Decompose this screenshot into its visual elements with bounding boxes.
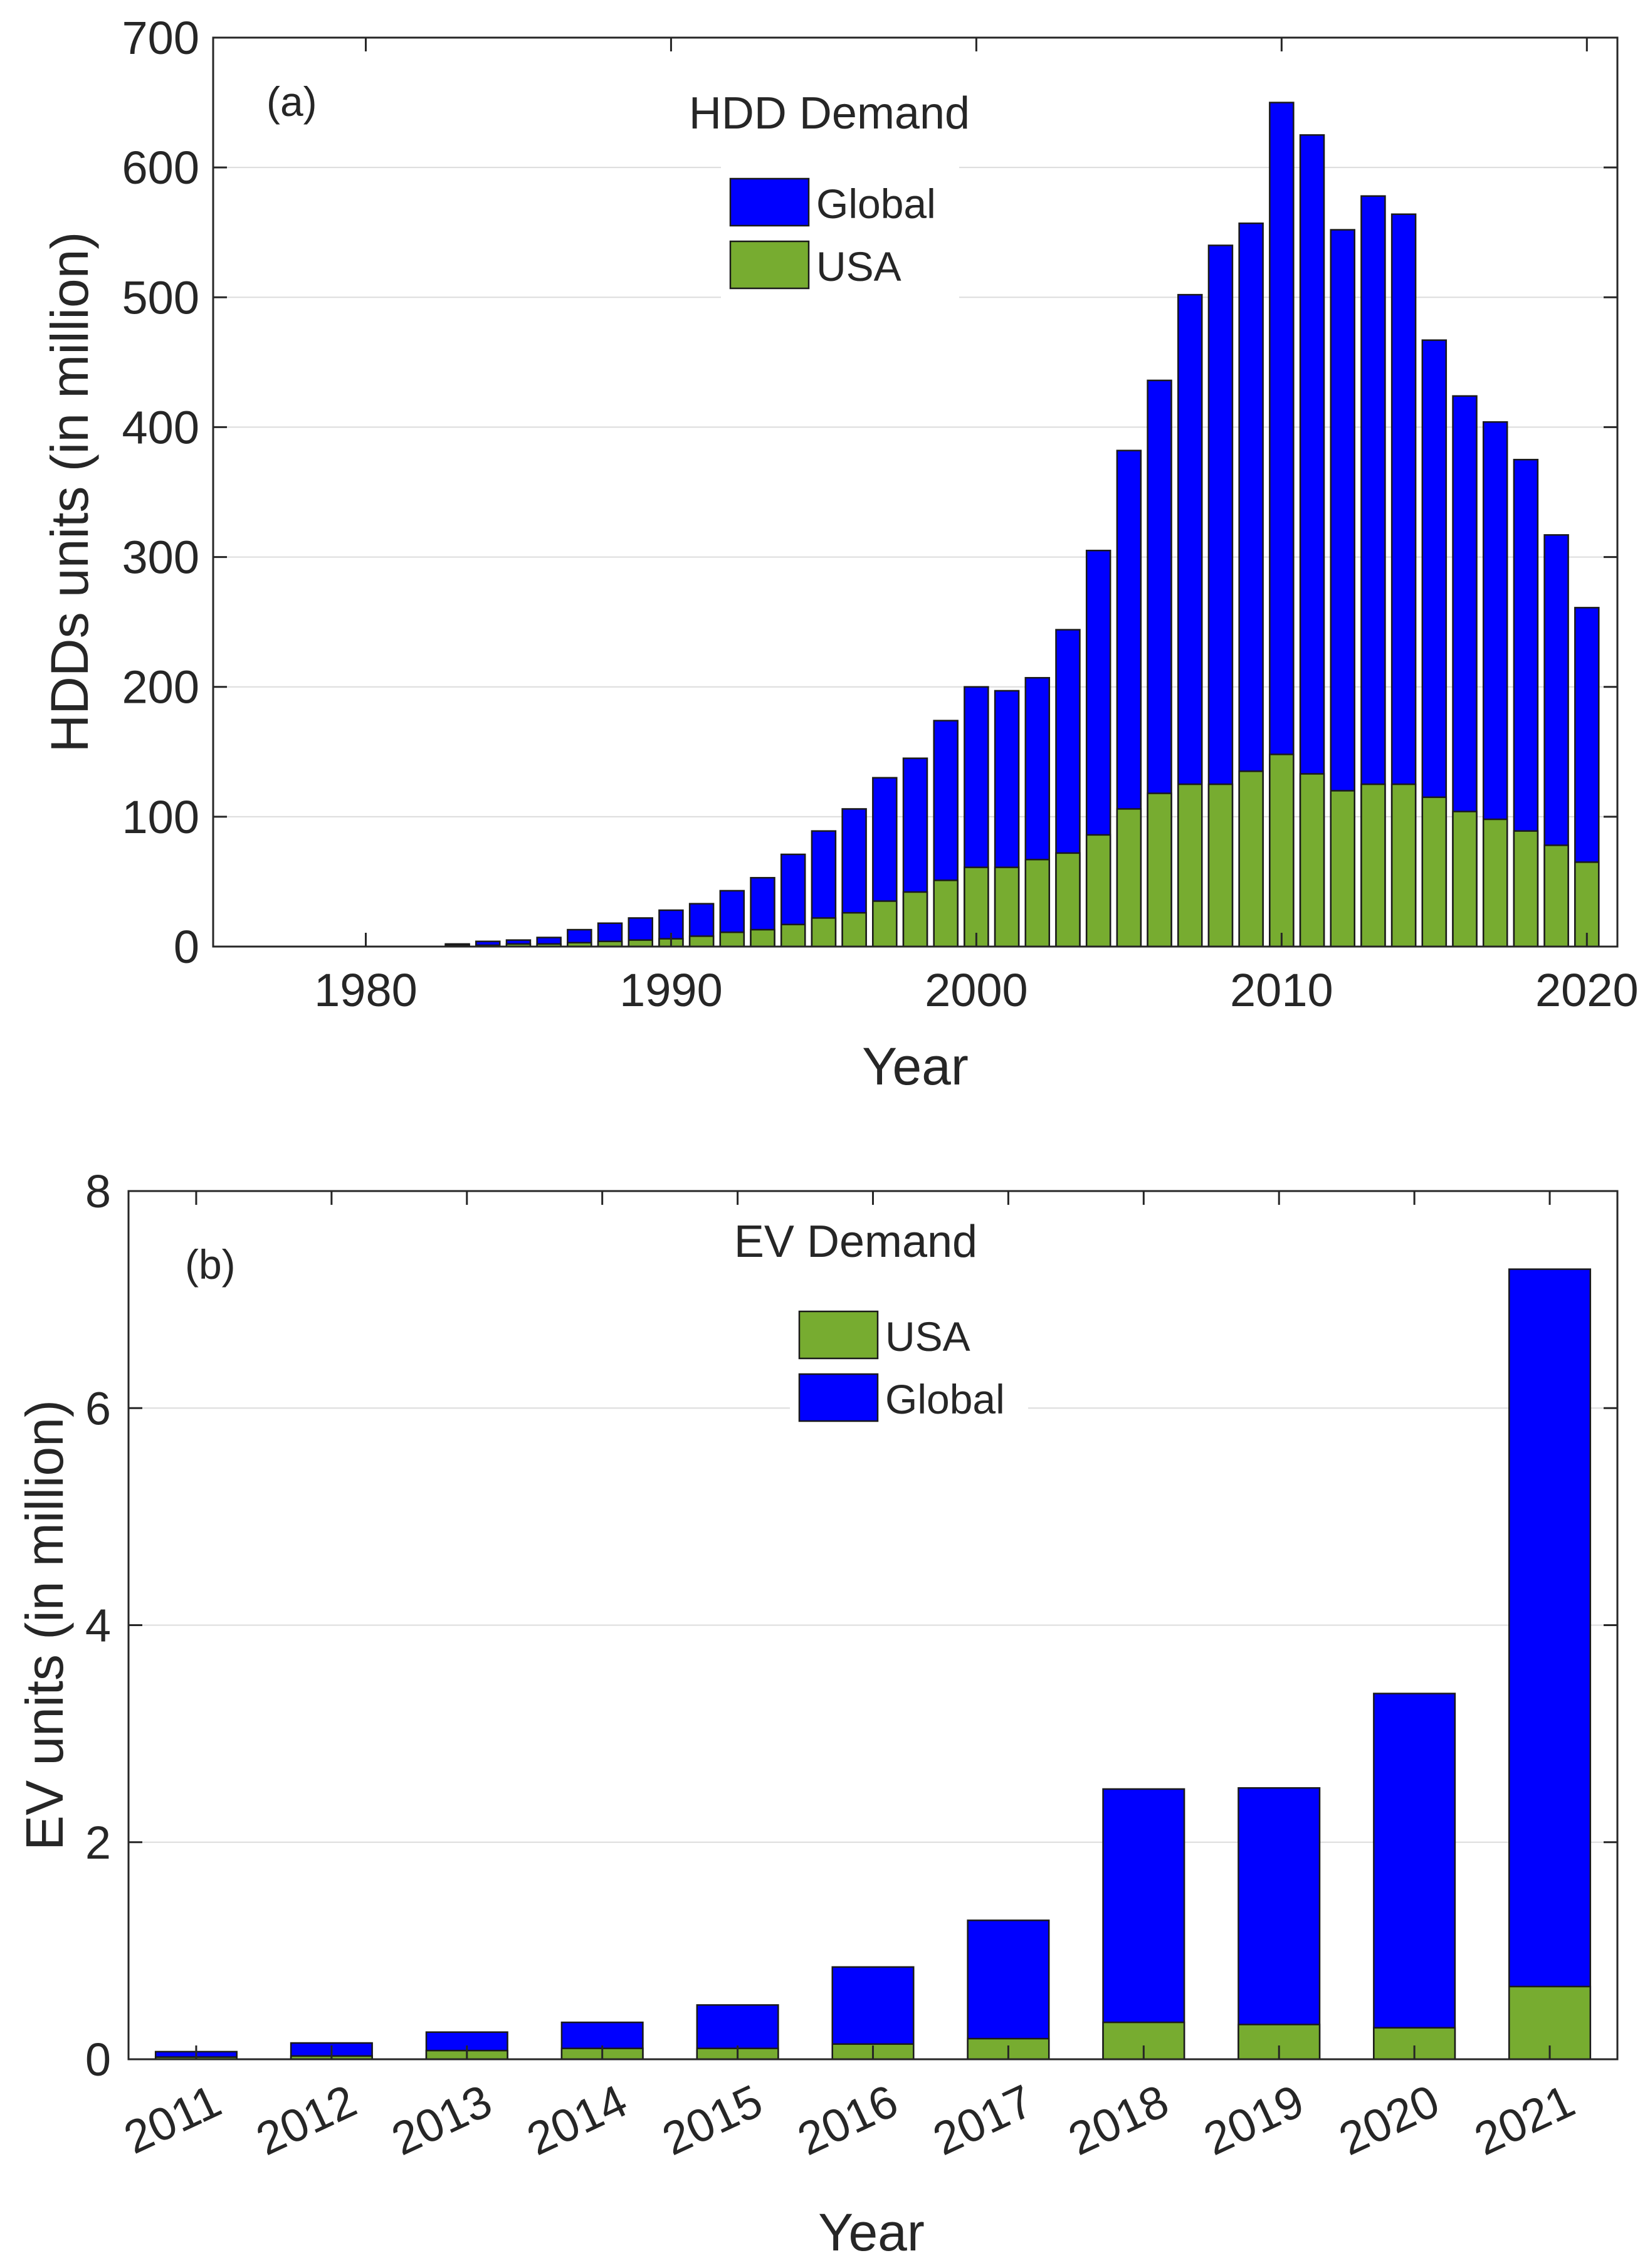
hdd-y-tick-label: 600 [122,142,199,194]
hdd-y-tick-label: 0 [174,921,199,973]
hdd-y-tick-labels: 0 100 200 300 400 500 600 700 [122,12,199,973]
ev-y-tick-label: 4 [85,1600,111,1652]
ev-legend-label-global: Global [885,1376,1005,1422]
ev-bar-global [1238,1787,1321,2061]
hdd-bar-usa [1024,858,1051,948]
ev-x-tick-label: 2013 [384,2074,499,2165]
ev-x-tick-label: 2016 [790,2074,905,2165]
hdd-bar-usa [1574,861,1600,948]
ev-y-tick-label: 6 [85,1382,111,1434]
hdd-y-tick-label: 200 [122,661,199,713]
ev-x-tick-label: 2014 [519,2074,634,2165]
hdd-bar-usa [841,911,867,948]
hdd-demand-chart: 0 100 200 300 400 500 600 700 1980 1990 2000 2010 2… [40,12,1639,1096]
ev-x-tick-label: 2012 [248,2074,364,2165]
ev-legend[interactable]: USA Global [790,1304,1028,1439]
ev-x-tick-labels: 2011 2012 2013 2014 2015 2016 2017 2018 2019 2020… [116,2074,1582,2165]
hdd-y-tick-label: 700 [122,12,199,64]
ev-x-tick-label: 2015 [654,2074,770,2165]
ev-panel-label: (b) [185,1241,236,1288]
hdd-bar-usa [902,891,928,948]
hdd-bar-usa [1543,844,1569,948]
hdd-bar-usa [1238,770,1264,948]
hdd-bar-usa [1177,783,1203,948]
hdd-bar-usa [1482,818,1508,948]
hdd-ticks [213,36,1617,948]
hdd-panel-label: (a) [266,78,317,125]
hdd-legend[interactable]: Global USA [721,166,959,301]
hdd-bar-usa [1452,811,1478,948]
ev-chart-title: EV Demand [734,1217,977,1267]
hdd-x-tick-label: 1990 [619,964,723,1016]
hdd-bar-usa [811,917,837,948]
hdd-bar-usa [628,939,653,948]
ev-x-tick-label: 2021 [1467,2074,1582,2165]
ev-x-tick-label: 2019 [1196,2074,1311,2165]
hdd-chart-title: HDD Demand [689,88,970,139]
hdd-bar-usa [1513,830,1539,948]
ev-x-tick-label: 2018 [1061,2074,1176,2165]
hdd-bar-usa [1055,852,1081,948]
hdd-plot-frame [212,36,1619,948]
hdd-y-axis-title: HDDs units (in million) [40,232,99,753]
hdd-legend-swatch-usa [729,240,810,290]
hdd-bar-usa [1360,783,1386,948]
hdd-y-tick-label: 300 [122,532,199,584]
hdd-bar-usa [1299,773,1325,948]
hdd-bar-usa [1330,790,1355,948]
hdd-x-axis-title: Year [862,1037,969,1096]
ev-x-tick-label: 2017 [925,2074,1041,2165]
hdd-y-tick-label: 100 [122,791,199,843]
hdd-y-tick-label: 400 [122,401,199,453]
ev-bar-global [1508,1268,1592,2061]
hdd-bar-usa [933,879,959,948]
ev-x-tick-label: 2011 [116,2074,228,2163]
hdd-bar-usa [1116,808,1142,948]
hdd-x-tick-labels: 1980 1990 2000 2010 2020 [314,964,1638,1016]
hdd-bar-usa [750,928,775,948]
hdd-bar-usa [688,935,715,948]
hdd-bar-usa [1390,783,1417,948]
hdd-bar-usa [1269,753,1295,948]
ev-y-axis-title: EV units (in million) [15,1400,74,1851]
hdd-bar-usa [1147,792,1172,948]
hdd-bar-usa [994,866,1020,948]
hdd-bar-usa [1207,783,1234,948]
hdd-bar-usa [1085,834,1111,948]
hdd-x-tick-label: 1980 [314,964,418,1016]
ev-x-axis-title: Year [818,2203,925,2262]
hdd-legend-label-usa: USA [816,243,901,290]
hdd-bar-usa [1421,796,1448,948]
ev-legend-label-usa: USA [885,1313,970,1360]
hdd-y-tick-label: 500 [122,271,199,323]
ev-bar-global [1373,1693,1456,2061]
hdd-x-tick-label: 2020 [1535,964,1639,1016]
hdd-x-tick-label: 2000 [925,964,1028,1016]
hdd-bars [444,102,1600,948]
ev-ticks [129,1190,1617,2061]
ev-legend-swatch-usa [798,1310,879,1360]
ev-y-tick-label: 0 [85,2034,111,2086]
hdd-bar-usa [872,900,898,948]
ev-legend-swatch-global [798,1373,879,1422]
ev-y-tick-labels: 0 2 4 6 8 [85,1165,111,2086]
ev-bars [154,1268,1592,2061]
hdd-bar-usa [719,931,745,948]
ev-y-tick-label: 8 [85,1165,111,1217]
ev-y-tick-label: 2 [85,1817,111,1869]
hdd-x-tick-label: 2010 [1230,964,1333,1016]
ev-x-tick-label: 2020 [1332,2074,1447,2165]
hdd-legend-swatch-global [729,177,810,227]
hdd-bar-usa [780,923,806,948]
hdd-legend-label-global: Global [816,181,936,227]
ev-bar-global [1102,1788,1185,2061]
ev-bar-global [967,1919,1050,2061]
